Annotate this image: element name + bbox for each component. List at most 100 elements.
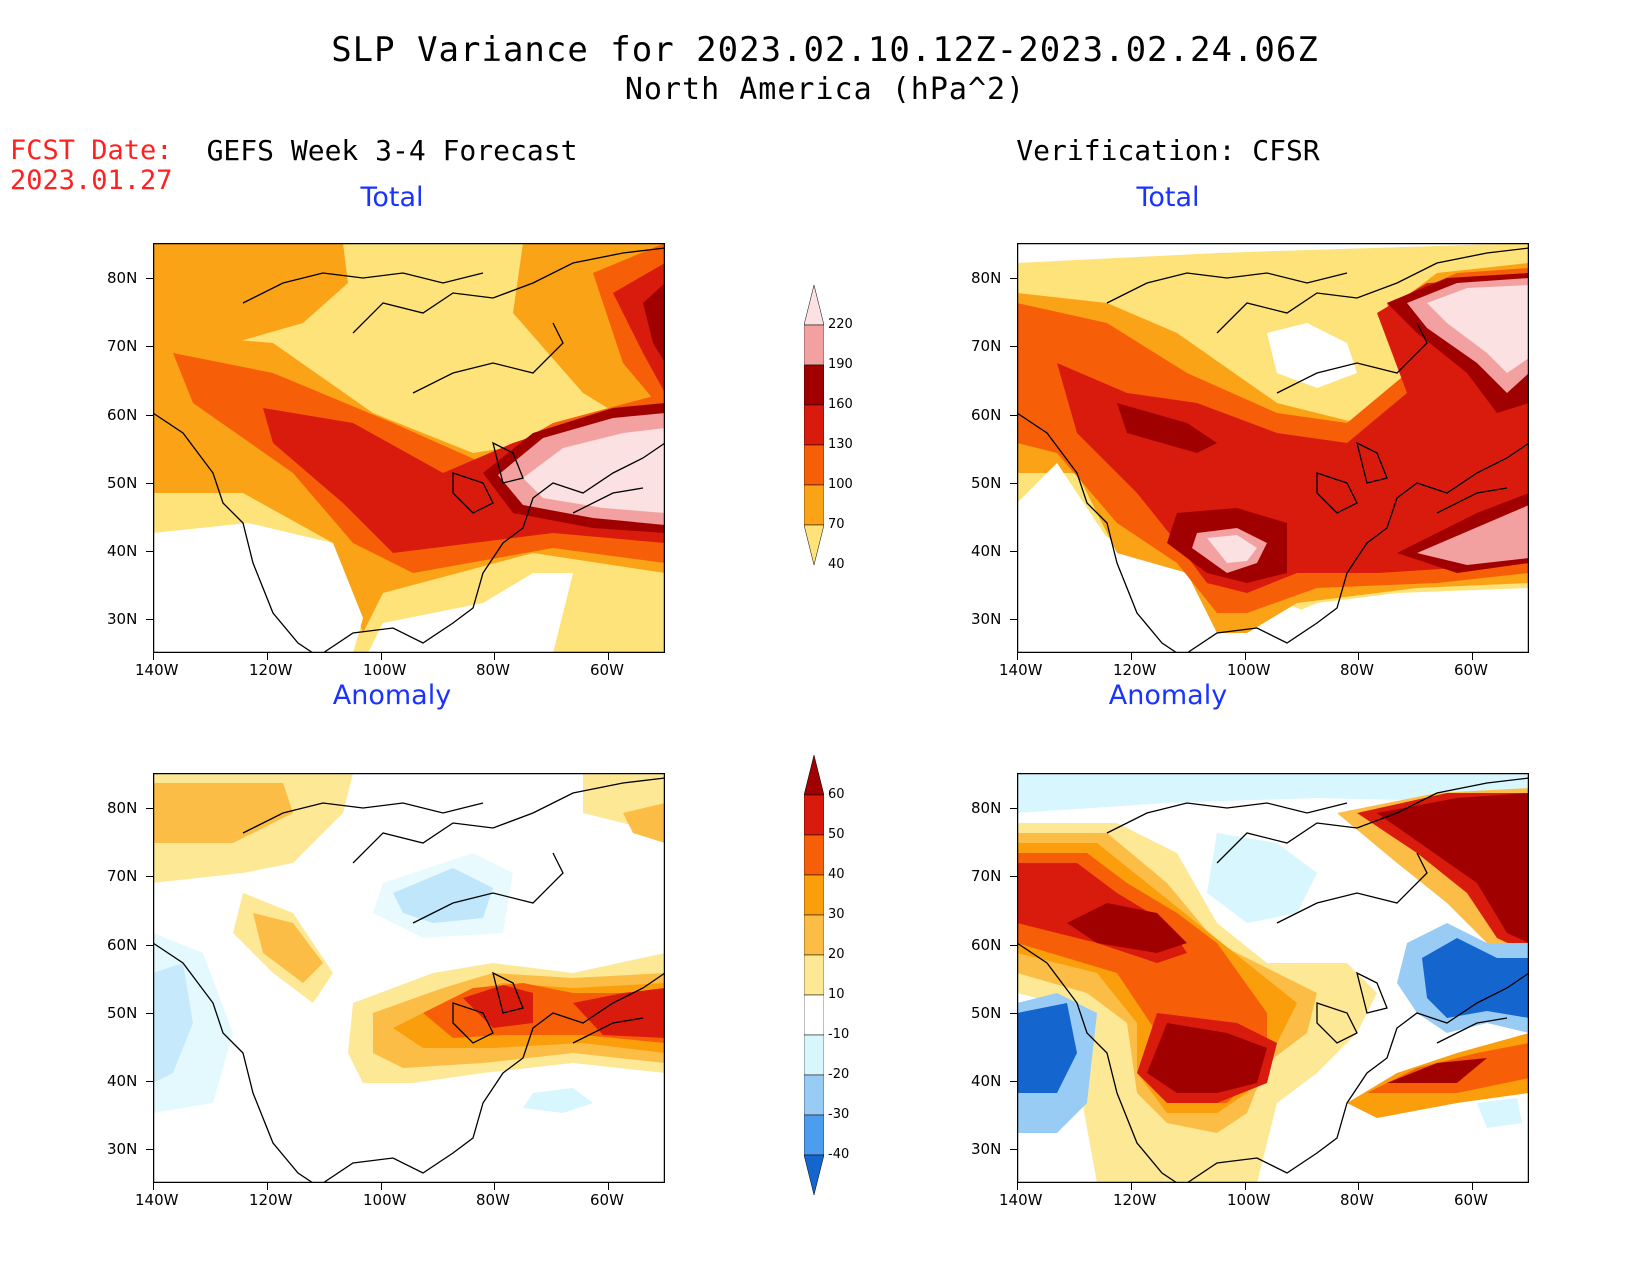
colorbar-label: 220 xyxy=(828,317,853,332)
lat-tick-mark xyxy=(146,1081,153,1082)
lat-tick-label: 50N xyxy=(971,474,1002,492)
colorbar-segment xyxy=(803,364,825,406)
colorbar-label: -40 xyxy=(828,1147,850,1162)
lon-tick-mark xyxy=(608,1183,609,1190)
lat-tick-mark xyxy=(1010,483,1017,484)
lon-tick-mark xyxy=(1245,1183,1246,1190)
lat-tick-mark xyxy=(146,1013,153,1014)
lat-tick-label: 30N xyxy=(971,1140,1002,1158)
colorbar-label: 130 xyxy=(828,437,853,452)
colorbar-segment xyxy=(803,524,825,566)
lon-tick-label: 120W xyxy=(249,661,293,679)
lon-tick-mark xyxy=(267,1183,268,1190)
lat-tick-mark xyxy=(146,1149,153,1150)
lon-tick-mark xyxy=(153,1183,154,1190)
lat-tick-label: 40N xyxy=(971,1072,1002,1090)
lat-tick-label: 50N xyxy=(107,1004,138,1022)
lat-tick-label: 80N xyxy=(107,269,138,287)
lon-tick-label: 60W xyxy=(1454,661,1488,679)
lon-tick-mark xyxy=(267,653,268,660)
colorbar-label: 30 xyxy=(828,907,845,922)
lon-tick-mark xyxy=(494,1183,495,1190)
lon-tick-label: 80W xyxy=(1340,1191,1374,1209)
lat-tick-label: 30N xyxy=(971,610,1002,628)
figure-subtitle: North America (hPa^2) xyxy=(624,72,1026,107)
colorbar-segment xyxy=(803,284,825,326)
lon-tick-label: 140W xyxy=(999,661,1043,679)
lat-tick-label: 40N xyxy=(107,542,138,560)
lon-tick-mark xyxy=(494,653,495,660)
forecast-date-value: 2023.01.27 xyxy=(10,165,173,196)
lat-tick-mark xyxy=(146,619,153,620)
colorbar-segment xyxy=(803,1034,825,1076)
lon-tick-label: 100W xyxy=(1227,1191,1271,1209)
lat-tick-mark xyxy=(1010,278,1017,279)
forecast-column-heading: GEFS Week 3-4 Forecast xyxy=(206,134,578,167)
colorbar-segment xyxy=(803,994,825,1036)
lon-tick-label: 60W xyxy=(590,661,624,679)
lat-tick-label: 70N xyxy=(107,867,138,885)
colorbar-segment xyxy=(803,1074,825,1116)
lon-tick-mark xyxy=(1472,653,1473,660)
lat-tick-mark xyxy=(1010,945,1017,946)
lon-tick-label: 60W xyxy=(1454,1191,1488,1209)
lat-tick-mark xyxy=(1010,876,1017,877)
colorbar-label: 70 xyxy=(828,517,845,532)
lat-tick-label: 80N xyxy=(971,799,1002,817)
lat-tick-mark xyxy=(1010,346,1017,347)
lat-tick-label: 60N xyxy=(971,936,1002,954)
colorbar-segment xyxy=(803,794,825,836)
lon-tick-mark xyxy=(1017,653,1018,660)
colorbar-segment xyxy=(803,834,825,876)
lon-tick-mark xyxy=(1472,1183,1473,1190)
colorbar-label: -10 xyxy=(828,1027,850,1042)
lon-tick-label: 80W xyxy=(476,661,510,679)
lat-tick-label: 70N xyxy=(107,337,138,355)
colorbar-label: -20 xyxy=(828,1067,850,1082)
colorbar-label: 40 xyxy=(828,867,845,882)
lon-tick-mark xyxy=(381,1183,382,1190)
colorbar-segment xyxy=(803,1114,825,1156)
panel-title-verification-anomaly: Anomaly xyxy=(1108,680,1228,711)
forecast-date-block: FCST Date: 2023.01.27 xyxy=(10,136,173,196)
lon-tick-mark xyxy=(1245,653,1246,660)
lat-tick-mark xyxy=(146,876,153,877)
colorbar-segment xyxy=(803,874,825,916)
lat-tick-label: 30N xyxy=(107,610,138,628)
colorbar-label: 10 xyxy=(828,987,845,1002)
lat-tick-label: 80N xyxy=(971,269,1002,287)
lat-tick-mark xyxy=(146,483,153,484)
colorbar-label: 40 xyxy=(828,557,845,572)
lon-tick-label: 80W xyxy=(1340,661,1374,679)
colorbar-label: 20 xyxy=(828,947,845,962)
map-verification-anomaly xyxy=(1017,773,1529,1183)
lat-tick-label: 50N xyxy=(971,1004,1002,1022)
colorbar-label: 50 xyxy=(828,827,845,842)
lon-tick-label: 120W xyxy=(249,1191,293,1209)
colorbar-segment xyxy=(803,954,825,996)
lat-tick-mark xyxy=(146,551,153,552)
colorbar-label: 160 xyxy=(828,397,853,412)
lat-tick-label: 60N xyxy=(107,936,138,954)
lat-tick-mark xyxy=(1010,808,1017,809)
lat-tick-label: 70N xyxy=(971,337,1002,355)
lon-tick-label: 100W xyxy=(363,1191,407,1209)
lat-tick-label: 60N xyxy=(107,406,138,424)
verification-column-heading: Verification: CFSR xyxy=(1016,134,1320,167)
colorbar-segment xyxy=(803,444,825,486)
panel-title-forecast-anomaly: Anomaly xyxy=(332,680,452,711)
lon-tick-label: 100W xyxy=(1227,661,1271,679)
colorbar-anomaly: 60 50 40 30 20 10 -10 -20 -30 -40 xyxy=(803,754,849,1205)
lon-tick-label: 120W xyxy=(1113,661,1157,679)
lat-tick-mark xyxy=(1010,551,1017,552)
lon-tick-mark xyxy=(1131,1183,1132,1190)
colorbar-total: 220 190 160 130 100 70 40 xyxy=(803,284,853,610)
colorbar-segment xyxy=(803,1154,825,1196)
lat-tick-label: 60N xyxy=(971,406,1002,424)
lon-tick-label: 140W xyxy=(135,1191,179,1209)
lat-tick-mark xyxy=(146,346,153,347)
colorbar-segment xyxy=(803,324,825,366)
lat-tick-mark xyxy=(1010,619,1017,620)
colorbar-segment xyxy=(803,754,825,796)
colorbar-segment xyxy=(803,484,825,526)
